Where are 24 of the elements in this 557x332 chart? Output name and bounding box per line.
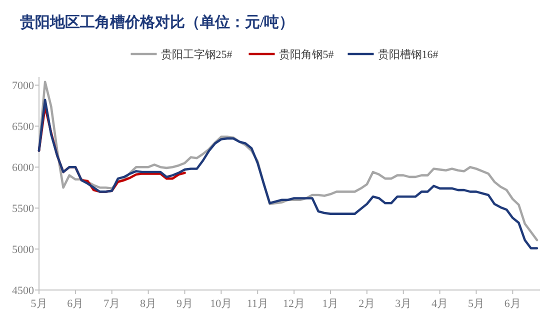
title: 贵阳地区工角槽价格对比（单位：元/吨） (20, 15, 294, 31)
xtick: 9月 (176, 298, 193, 310)
legend-label: 贵阳角钢5# (278, 48, 334, 61)
ytick: 5500 (12, 203, 34, 216)
ytick: 6000 (12, 162, 34, 174)
xtick: 6月 (504, 298, 521, 310)
xtick: 10月 (210, 298, 232, 310)
ytick: 4500 (12, 285, 34, 297)
xtick: 1月 (322, 298, 339, 310)
legend-label: 贵阳槽钢16# (378, 48, 439, 61)
xtick: 5月 (30, 298, 48, 310)
ytick: 5000 (12, 244, 34, 256)
xtick: 7月 (104, 298, 120, 310)
xtick: 2月 (358, 298, 376, 310)
xtick: 6月 (67, 298, 84, 310)
legend-label: 贵阳工字钢25# (160, 48, 233, 61)
xtick: 8月 (140, 298, 157, 310)
xtick: 5月 (468, 298, 484, 310)
xtick: 3月 (395, 298, 412, 310)
xtick: 12月 (283, 298, 306, 310)
xtick: 11月 (246, 298, 268, 310)
xtick: 4月 (432, 298, 448, 310)
ytick: 7000 (12, 80, 34, 92)
ytick: 6500 (12, 121, 34, 134)
